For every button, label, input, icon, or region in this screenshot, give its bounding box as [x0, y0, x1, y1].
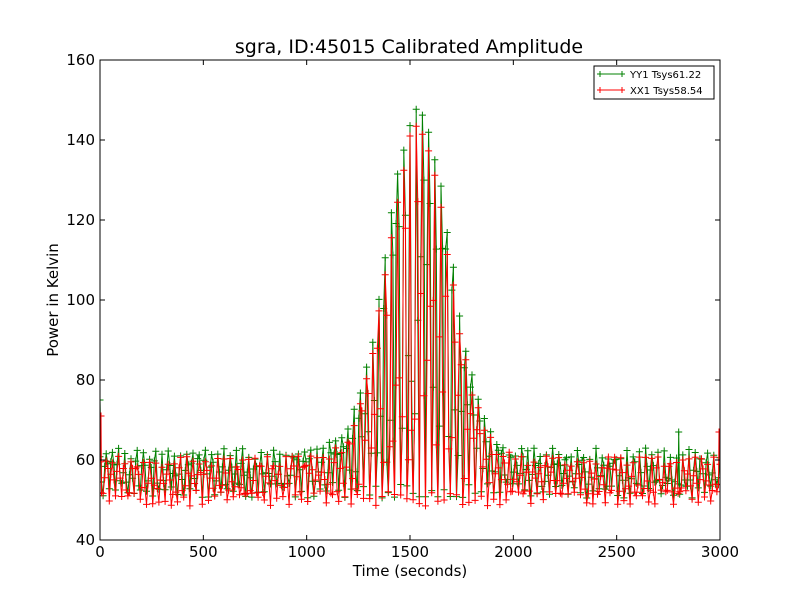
- chart-title: sgra, ID:45015 Calibrated Amplitude: [235, 36, 583, 58]
- legend-entry-xx1: XX1 Tsys58.54: [597, 86, 703, 97]
- legend-label-xx1: XX1 Tsys58.54: [630, 86, 703, 97]
- y-tick-label: 120: [66, 211, 95, 229]
- x-tick-label: 1000: [288, 543, 326, 561]
- y-tick-label: 80: [76, 371, 95, 389]
- x-tick-label: 0: [95, 543, 105, 561]
- legend-box: [593, 65, 715, 100]
- series-1: [100, 122, 720, 510]
- x-tick-label: 3000: [701, 543, 739, 561]
- y-tick-label: 40: [76, 531, 95, 549]
- x-axis-label: Time (seconds): [352, 562, 468, 580]
- ticks-layer: 0 500 1000 1500 2000 2500 3000 40 60 80 100 120 140 1…: [66, 51, 739, 561]
- legend-label-yy1: YY1 Tsys61.22: [629, 70, 701, 81]
- y-axis-label: Power in Kelvin: [44, 243, 62, 357]
- legend-entry-yy1: YY1 Tsys61.22: [597, 70, 701, 81]
- x-tick-label: 500: [189, 543, 218, 561]
- series-markers: [100, 122, 720, 510]
- y-tick-label: 140: [66, 131, 95, 149]
- x-tick-label: 2000: [494, 543, 532, 561]
- legend: YY1 Tsys61.22 XX1 Tsys58.54: [593, 65, 715, 100]
- series-layer: [100, 105, 720, 510]
- x-tick-label: 1500: [391, 543, 429, 561]
- x-tick-label: 2500: [598, 543, 636, 561]
- y-tick-label: 60: [76, 451, 95, 469]
- y-tick-label: 100: [66, 291, 95, 309]
- y-tick-label: 160: [66, 51, 95, 69]
